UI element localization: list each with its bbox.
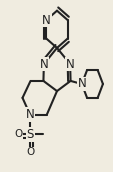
Text: N: N xyxy=(39,57,48,71)
Text: O: O xyxy=(26,147,34,157)
Text: N: N xyxy=(77,77,85,90)
Text: N: N xyxy=(26,108,34,121)
Text: S: S xyxy=(26,128,33,141)
Text: N: N xyxy=(42,14,50,26)
Text: N: N xyxy=(65,57,74,71)
Text: O: O xyxy=(14,129,23,139)
